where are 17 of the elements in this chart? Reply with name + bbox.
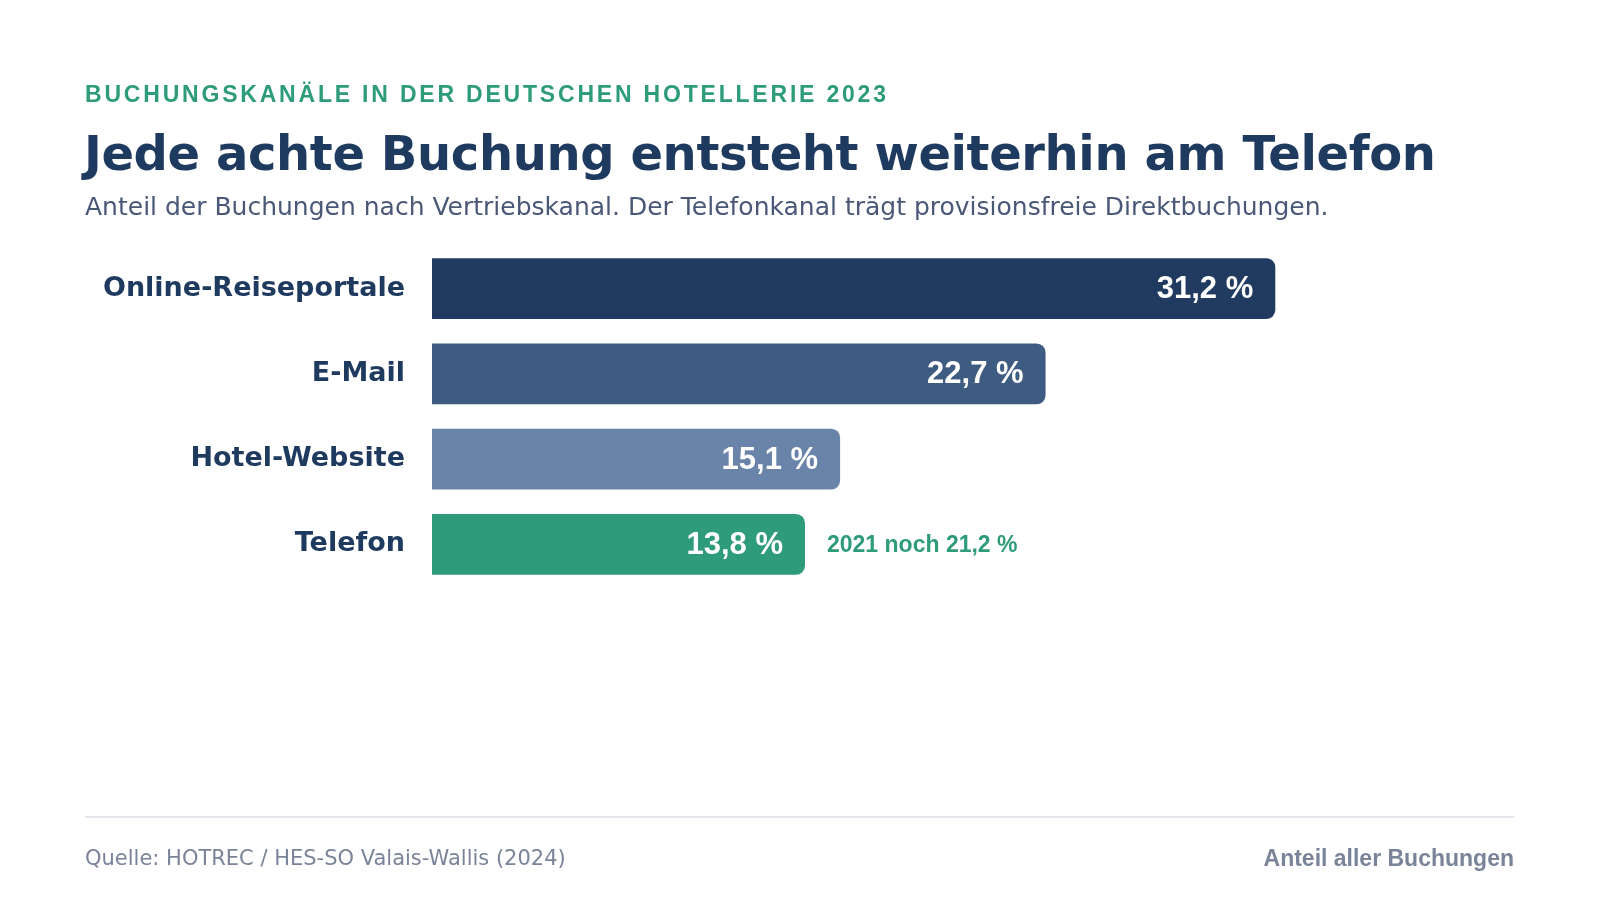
data-label: 22,7 % xyxy=(927,355,1024,391)
annotation: 2021 noch 21,2 % xyxy=(826,530,1018,557)
source-note: Quelle: HOTREC / HES-SO Valais-Wallis (2024) xyxy=(85,845,566,872)
y-tick-label: Telefon xyxy=(294,526,405,558)
text: Anteil aller Buchungen xyxy=(1263,844,1514,872)
y-tick-label: E-Mail xyxy=(311,355,405,387)
bar xyxy=(432,428,841,490)
y-tick-label: Hotel-Website xyxy=(190,441,405,473)
data-label: 31,2 % xyxy=(1156,270,1254,306)
chart-subtitle: Anteil der Buchungen nach Vertriebskanal. Der Telefonkanal trägt provisionsfreie Direktbuchungen. xyxy=(85,191,1329,223)
bar xyxy=(432,513,805,575)
data-label: 13,8 % xyxy=(686,525,783,561)
bar xyxy=(432,343,1046,405)
data-label: 15,1 % xyxy=(721,440,819,476)
text: BUCHUNGSKANÄLE IN DER DEUTSCHEN HOTELLERIE 2023 xyxy=(85,80,889,108)
bar xyxy=(432,258,1276,320)
y-tick-label: Online-Reiseportale xyxy=(102,270,405,302)
